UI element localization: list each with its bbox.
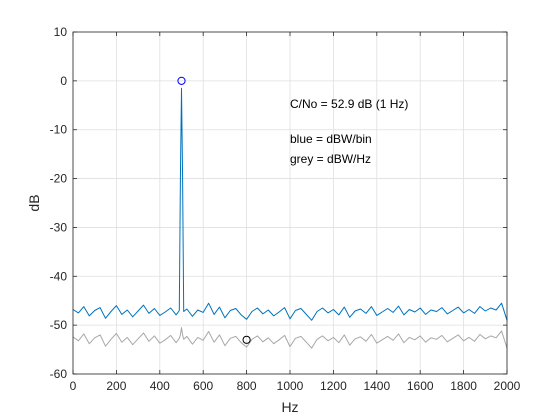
y-tick-label: -20 [50, 172, 68, 186]
y-tick-label: -50 [50, 318, 68, 332]
annotation-grey-legend: grey = dBW/Hz [290, 152, 371, 166]
y-axis-label: dB [26, 194, 42, 211]
x-tick-label: 800 [237, 379, 257, 393]
annotation-blue-legend: blue = dBW/bin [290, 132, 372, 146]
x-tick-label: 1600 [407, 379, 434, 393]
x-tick-label: 1800 [450, 379, 477, 393]
series-dbw-per-bin [72, 327, 508, 349]
y-tick-label: -60 [50, 367, 68, 381]
x-tick-label: 200 [106, 379, 126, 393]
series-layer [72, 87, 508, 349]
x-tick-label: 600 [193, 379, 213, 393]
x-tick-label: 1400 [363, 379, 390, 393]
x-tick-label: 400 [150, 379, 170, 393]
tick-layer: 0 200 400 600 800 1000 1200 1400 1600 1800 2000 -60… [50, 25, 521, 393]
x-tick-label: 1200 [320, 379, 347, 393]
x-tick-label: 1000 [277, 379, 304, 393]
x-axis-label: Hz [281, 399, 298, 415]
y-tick-label: -30 [50, 220, 68, 234]
y-tick-label: -10 [50, 123, 68, 137]
peak-marker [177, 76, 186, 85]
y-tick-label: 10 [54, 25, 68, 39]
series-dbw-per-hz [72, 87, 508, 321]
x-tick-label: 2000 [494, 379, 521, 393]
noise-marker [242, 335, 251, 344]
y-tick-label: 0 [60, 74, 67, 88]
y-tick-label: -40 [50, 269, 68, 283]
marker-layer [177, 76, 251, 344]
annotation-cno: C/No = 52.9 dB (1 Hz) [290, 97, 408, 111]
x-tick-label: 0 [70, 379, 77, 393]
